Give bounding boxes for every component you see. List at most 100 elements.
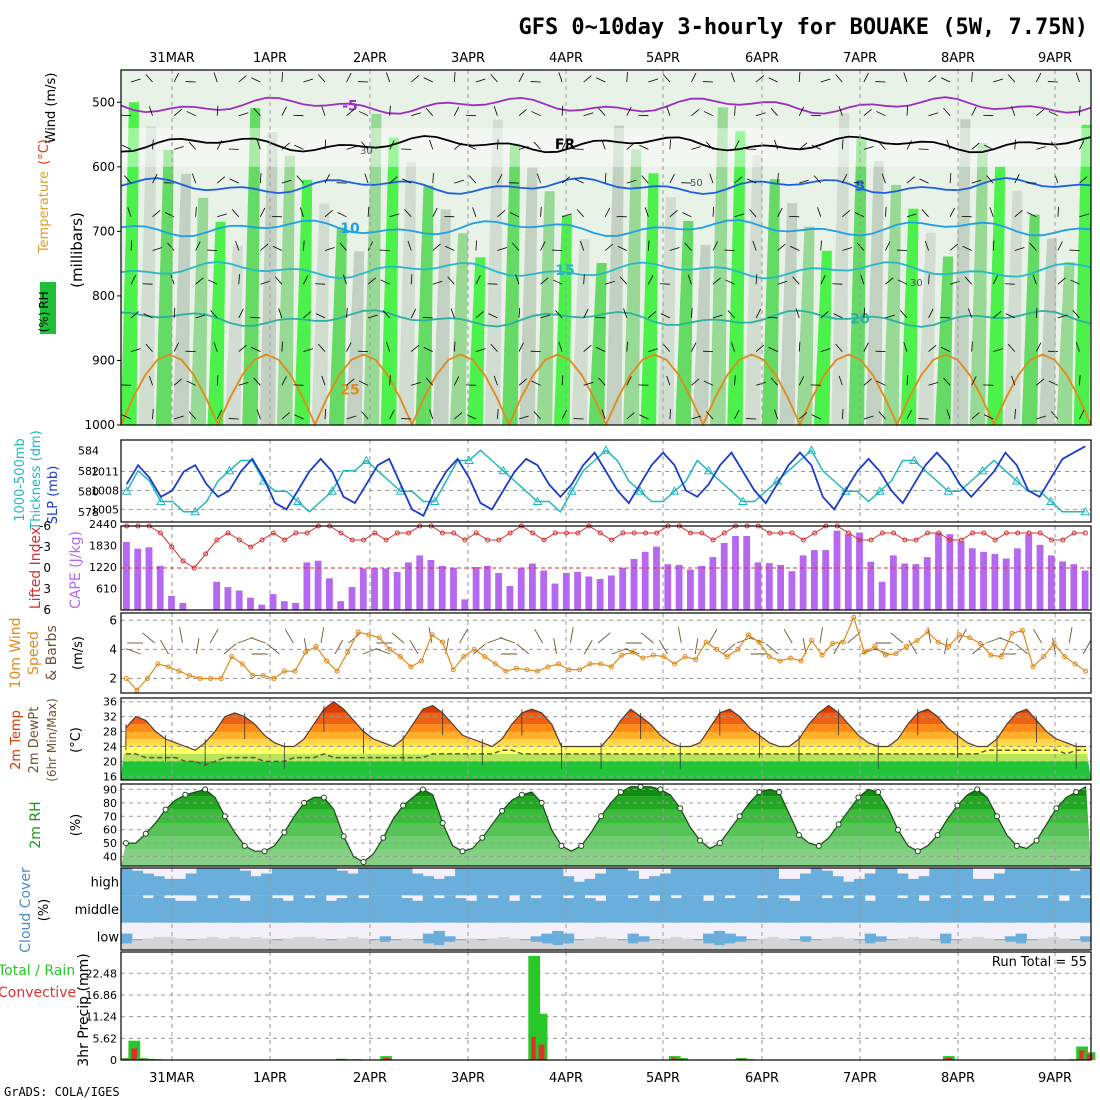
wind-barb [682, 212, 692, 218]
wind-speed-marker [745, 632, 751, 638]
wind-barb [173, 342, 180, 352]
wind-barb [512, 242, 520, 251]
cloud-bar-middle [261, 895, 273, 923]
cloud-bar-high [390, 868, 402, 896]
wind-barb [216, 409, 223, 420]
wind-tick-label: 2 [109, 671, 117, 685]
thickness-marker [327, 486, 337, 495]
cloud-bar-middle [509, 900, 521, 923]
cloud-bar-middle [821, 898, 833, 923]
wind-barb [626, 106, 632, 116]
wind-barb [734, 213, 745, 218]
wind-barb [971, 412, 980, 420]
rh-shading-band [242, 108, 261, 425]
li-marker [1049, 537, 1055, 543]
wind-barb [1007, 74, 1016, 83]
rh-marker [617, 789, 624, 796]
temp-band [121, 701, 1091, 713]
wind-barb [342, 274, 347, 285]
date-label-top: 3APR [451, 51, 485, 66]
cloud-bar-high [1069, 870, 1081, 896]
wind-barb [768, 77, 778, 83]
cloud-bar-high [703, 868, 715, 896]
wind-speed-marker [397, 654, 403, 660]
wind-barb [885, 206, 887, 217]
cloud-bar-middle [1047, 895, 1060, 923]
temp-tick-label: 28 [103, 726, 117, 739]
wind-barb [453, 376, 460, 386]
wind-barb [429, 409, 434, 420]
wind-barb [854, 212, 865, 218]
li-marker [1026, 530, 1032, 536]
wind-speed-marker [229, 654, 235, 660]
cloud-bar-high [800, 873, 812, 896]
wind-barb [863, 307, 865, 318]
wind-barb [324, 408, 327, 420]
cloud-bar-high [778, 878, 790, 896]
wind-barb [580, 240, 585, 251]
cloud-bar-middle [422, 895, 435, 923]
li-label: Lifted Index [28, 527, 44, 609]
rh-shading-band [865, 161, 884, 425]
rh-marker [518, 791, 525, 798]
thickness-marker [566, 486, 577, 495]
wind-barb [863, 146, 874, 150]
surface-wind-barb [1068, 627, 1073, 644]
wind-barb [130, 78, 141, 83]
wind-barb [749, 209, 757, 218]
rh-legend-swatch [40, 282, 56, 334]
surface-wind-barb [266, 643, 280, 655]
rh-shading-band [155, 150, 174, 425]
wind-speed-marker [735, 646, 741, 652]
wind-barb [389, 375, 391, 386]
cape-bar [371, 567, 378, 610]
thickness-tick-label: 580 [78, 485, 99, 498]
cloud-bar-middle [767, 895, 779, 923]
wind-barb [493, 375, 498, 386]
rh-tick-label: 70 [103, 810, 117, 823]
rh-units: (%) [69, 814, 84, 837]
wind-barb [337, 212, 347, 218]
wind-barb [971, 71, 973, 83]
rh-marker [1073, 789, 1080, 796]
rh-shading-band [727, 131, 746, 426]
precip-tick-zero: 0 [110, 1054, 117, 1067]
wind-barb [777, 207, 783, 217]
cape-bar [968, 548, 976, 610]
wind-barb [835, 74, 843, 83]
cape-bar [450, 567, 457, 610]
cloud-bar-high [950, 868, 963, 896]
cape-bar [247, 597, 254, 610]
cloud-bar-high [271, 868, 284, 896]
wind-barb [251, 346, 261, 352]
cloud-low-gap [218, 938, 230, 950]
li-marker [902, 537, 908, 543]
wind-barb [475, 240, 477, 251]
wind-barb [164, 212, 175, 218]
rh-marker [281, 829, 288, 836]
cape-bar [574, 571, 581, 610]
cloud-bar-high [444, 876, 456, 896]
wind-barb [734, 375, 736, 386]
cape-bar [337, 601, 345, 610]
rh-marker [756, 789, 763, 796]
wind-barb [531, 380, 541, 386]
rh-shading-band [259, 132, 278, 425]
cape-bar [788, 571, 796, 610]
wind-barb [253, 377, 261, 386]
date-label-bottom: 31MAR [149, 1071, 195, 1086]
li-marker [688, 530, 694, 536]
cloud-low-gap [379, 941, 391, 950]
wind-barb [940, 77, 951, 83]
temp-tick-label: 24 [103, 740, 117, 753]
wind-barb [662, 343, 671, 352]
wind-barb [968, 308, 973, 319]
wind-barb [949, 173, 952, 184]
cloud-bar-middle [692, 895, 704, 923]
wind-speed-marker [429, 632, 435, 638]
wind-barb [186, 111, 196, 117]
wind-barb [900, 310, 908, 319]
li-marker [157, 530, 163, 536]
wind-barb [813, 175, 822, 184]
cloud-low-gap [325, 940, 338, 950]
